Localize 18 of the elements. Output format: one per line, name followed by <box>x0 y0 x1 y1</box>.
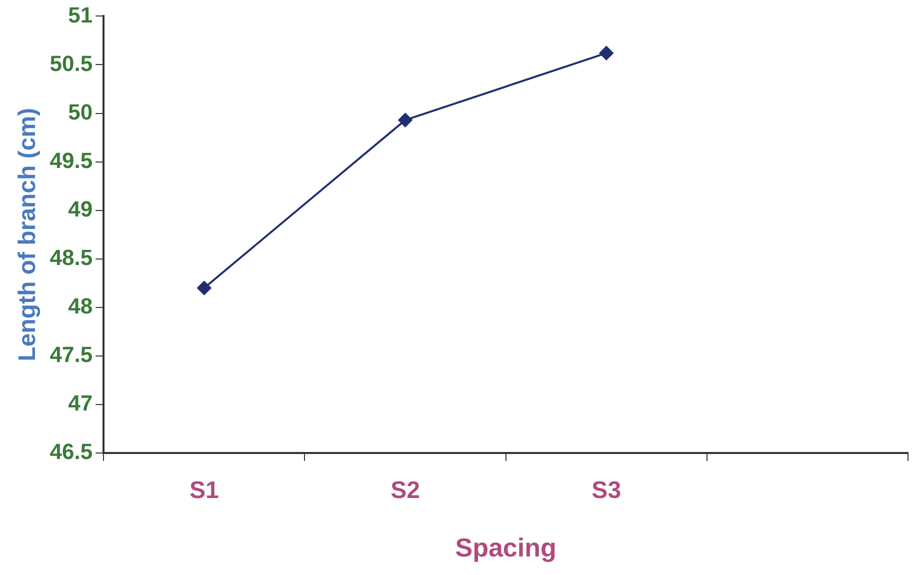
x-tick-label: S2 <box>390 477 420 504</box>
y-tick-label: 46.5 <box>50 439 93 464</box>
x-tick-label: S1 <box>189 477 219 504</box>
y-tick-label: 49 <box>68 196 93 222</box>
y-tick-label: 49.5 <box>50 148 93 173</box>
y-tick-label: 50 <box>68 99 93 124</box>
x-axis-title: Spacing <box>455 532 556 563</box>
y-tick-label: 51 <box>68 2 93 28</box>
point <box>599 46 614 60</box>
y-axis-title: Length of branch (cm) <box>14 108 42 362</box>
point <box>398 113 412 128</box>
y-tick-label: 48.5 <box>50 244 93 270</box>
y-tick-label: 47 <box>68 390 93 416</box>
point <box>197 280 212 295</box>
y-tick-label: 50.5 <box>50 50 93 76</box>
y-tick-label: 47.5 <box>50 342 93 367</box>
y-tick-label: 48 <box>68 293 93 318</box>
x-tick-label: S3 <box>592 477 622 504</box>
